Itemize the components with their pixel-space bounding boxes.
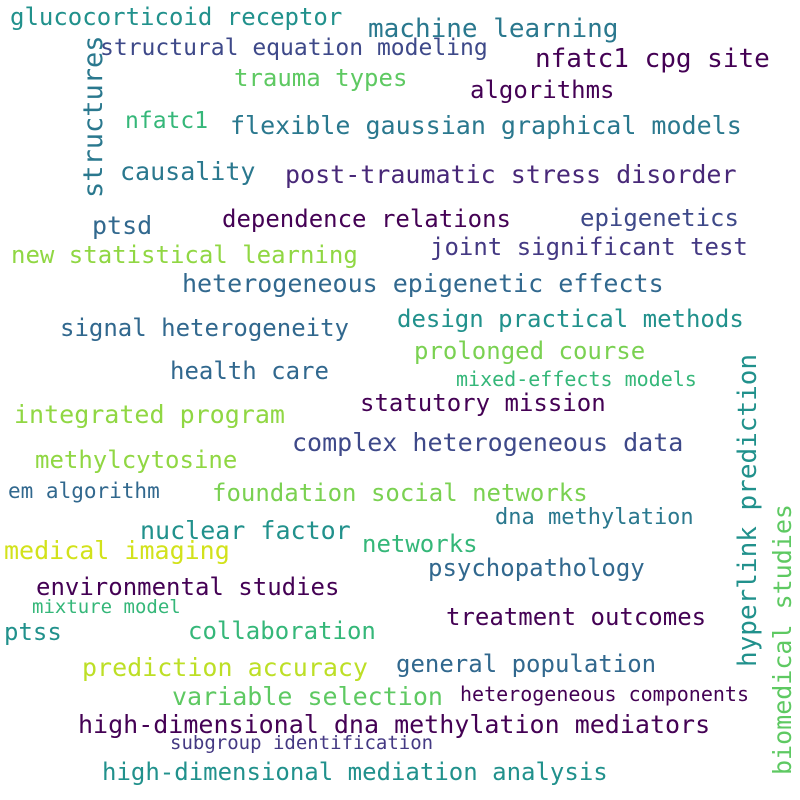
word-design-practical-methods: design practical methods bbox=[397, 305, 744, 333]
word-nuclear-factor: nuclear factor bbox=[140, 516, 351, 545]
word-joint-significant-test: joint significant test bbox=[430, 233, 748, 261]
word-medical-imaging: medical imaging bbox=[4, 536, 230, 565]
word-em-algorithm: em algorithm bbox=[8, 479, 160, 503]
word-treatment-outcomes: treatment outcomes bbox=[446, 603, 707, 631]
word-signal-heterogeneity: signal heterogeneity bbox=[60, 314, 349, 342]
word-mixed-effects-models: mixed-effects models bbox=[456, 367, 697, 391]
word-environmental-studies: environmental studies bbox=[36, 573, 340, 601]
word-health-care: health care bbox=[170, 357, 329, 385]
word-psychopathology: psychopathology bbox=[428, 554, 645, 582]
word-new-statistical-learning: new statistical learning bbox=[11, 241, 358, 269]
word-heterogeneous-epigenetic-effects: heterogeneous epigenetic effects bbox=[182, 269, 664, 298]
word-methylcytosine: methylcytosine bbox=[35, 446, 238, 474]
word-glucocorticoid-receptor: glucocorticoid receptor bbox=[10, 3, 343, 31]
word-high-dimensional-mediation-analysis: high-dimensional mediation analysis bbox=[102, 758, 608, 786]
word-complex-heterogeneous-data: complex heterogeneous data bbox=[292, 428, 684, 457]
word-general-population: general population bbox=[396, 650, 657, 678]
word-prediction-accuracy: prediction accuracy bbox=[82, 653, 368, 682]
word-machine-learning: machine learning bbox=[368, 14, 619, 44]
word-statutory-mission: statutory mission bbox=[360, 389, 606, 417]
word-structures: structures bbox=[78, 35, 109, 198]
word-subgroup-identification: subgroup identification bbox=[170, 732, 434, 754]
word-causality: causality bbox=[120, 157, 256, 186]
word-collaboration: collaboration bbox=[188, 617, 376, 645]
word-integrated-program: integrated program bbox=[14, 400, 285, 429]
word-algorithms: algorithms bbox=[470, 76, 615, 104]
word-foundation-social-networks: foundation social networks bbox=[212, 479, 588, 507]
word-flexible-gaussian-graphical-models: flexible gaussian graphical models bbox=[230, 111, 742, 140]
word-nfatc1: nfatc1 bbox=[125, 108, 209, 134]
word-networks: networks bbox=[362, 530, 478, 558]
word-nfatc1-cpg-site: nfatc1 cpg site bbox=[535, 44, 770, 74]
word-epigenetics: epigenetics bbox=[580, 204, 739, 232]
word-structural-equation-modeling: structural equation modeling bbox=[100, 35, 488, 61]
word-ptss: ptss bbox=[4, 618, 62, 646]
word-mixture-model: mixture model bbox=[32, 596, 181, 618]
word-prolonged-course: prolonged course bbox=[414, 337, 646, 365]
word-heterogeneous-components: heterogeneous components bbox=[460, 682, 749, 706]
word-post-traumatic-stress-disorder: post-traumatic stress disorder bbox=[285, 160, 737, 189]
word-ptsd: ptsd bbox=[92, 211, 153, 240]
word-biomedical-studies: biomedical studies bbox=[768, 504, 797, 775]
word-trauma-types: trauma types bbox=[234, 64, 408, 92]
word-hyperlink-prediction: hyperlink prediction bbox=[733, 353, 763, 667]
word-variable-selection: variable selection bbox=[172, 682, 443, 711]
word-high-dimensional-dna-methylation-mediators: high-dimensional dna methylation mediato… bbox=[78, 710, 711, 739]
word-dependence-relations: dependence relations bbox=[222, 205, 511, 233]
word-dna-methylation: dna methylation bbox=[495, 505, 694, 530]
